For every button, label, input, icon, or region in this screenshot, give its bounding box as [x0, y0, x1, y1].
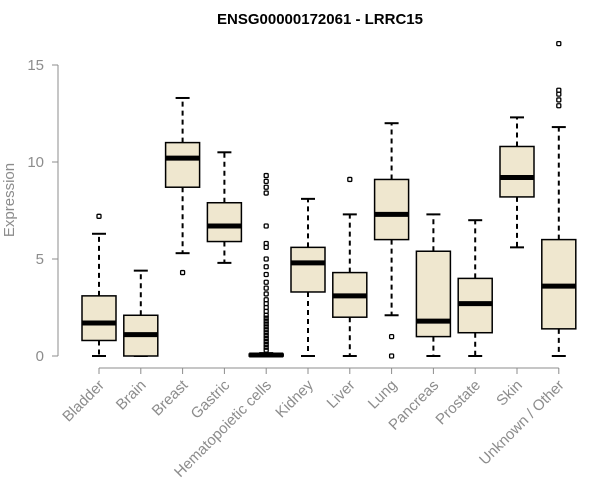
box-6: [290, 197, 326, 357]
box-10: [457, 219, 493, 357]
y-tick-label: 5: [36, 251, 44, 268]
outlier-point: [96, 213, 102, 219]
outlier-point: [388, 333, 395, 340]
outlier-point: [263, 279, 269, 285]
x-tick-label: Kidney: [272, 376, 317, 421]
box-9: [415, 213, 452, 357]
y-tick-label: 10: [27, 154, 44, 171]
outlier-point: [263, 291, 269, 297]
box-1: [81, 213, 117, 357]
y-axis: 0 5 10 15: [27, 57, 59, 365]
iqr-box: [81, 295, 117, 342]
outlier-point: [556, 87, 562, 93]
outlier-point: [263, 178, 269, 185]
box-2: [123, 269, 159, 357]
outlier-point: [263, 324, 269, 330]
x-tick-label: Breast: [149, 376, 192, 419]
iqr-box: [373, 178, 410, 241]
x-tick-label: Liver: [324, 377, 359, 412]
x-tick-label: Brain: [113, 377, 150, 414]
outlier-point: [263, 264, 269, 270]
outlier-point: [263, 190, 269, 196]
outlier-point: [556, 41, 562, 47]
outlier-point: [179, 269, 186, 276]
box-11: [499, 116, 535, 249]
outlier-point: [263, 338, 269, 345]
outlier-point: [263, 335, 269, 342]
chart-title: ENSG00000172061 - LRRC15: [217, 11, 423, 28]
outlier-point: [263, 344, 269, 350]
y-tick-label: 15: [27, 57, 44, 74]
outlier-point: [263, 256, 269, 262]
outlier-point: [263, 172, 269, 179]
outlier-point: [263, 327, 269, 333]
outlier-point: [263, 223, 269, 229]
x-tick-label: Bladder: [59, 377, 108, 426]
x-tick-label: Prostate: [432, 377, 484, 429]
x-tick-label: Lung: [365, 377, 401, 413]
outlier-point: [263, 347, 269, 353]
outlier-point: [263, 341, 269, 348]
box-5: [248, 172, 284, 358]
outlier-point: [263, 315, 269, 321]
box-8: [373, 122, 410, 359]
outlier-point: [263, 184, 269, 190]
outlier-point: [263, 240, 269, 247]
outlier-point: [263, 330, 269, 336]
iqr-box: [164, 141, 201, 188]
outlier-point: [263, 321, 269, 327]
iqr-box: [206, 201, 243, 243]
outlier-point: [263, 318, 269, 324]
boxes: [81, 41, 577, 359]
box-12: [541, 41, 577, 357]
outlier-point: [347, 176, 353, 183]
outlier-point: [263, 271, 269, 278]
outlier-point: [388, 353, 395, 359]
iqr-box: [415, 250, 452, 338]
outlier-point: [263, 285, 269, 291]
outlier-point: [556, 97, 562, 103]
box-7: [332, 176, 368, 357]
box-3: [164, 96, 201, 276]
outlier-point: [263, 297, 269, 303]
y-axis-label: Expression: [1, 163, 18, 237]
outlier-point: [263, 332, 269, 339]
iqr-box: [499, 145, 535, 198]
iqr-box: [290, 246, 326, 293]
x-tick-label: Skin: [493, 377, 526, 410]
box-4: [206, 151, 243, 264]
y-tick-label: 0: [36, 348, 44, 365]
outlier-point: [556, 103, 562, 109]
